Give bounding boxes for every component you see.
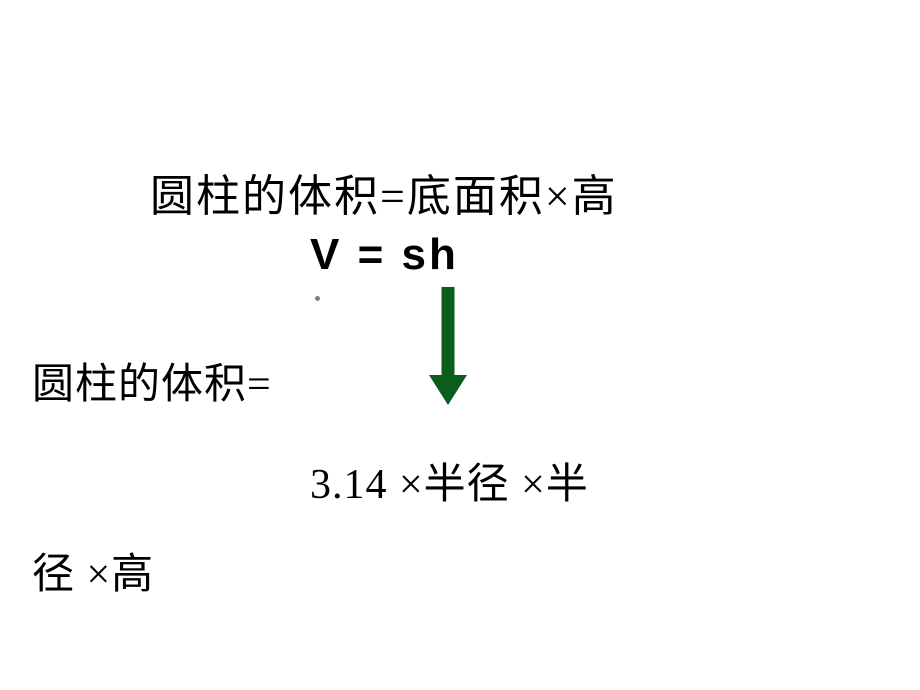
down-arrow-icon <box>423 283 473 413</box>
formula-expansion-line-1: 3.14 ×半径 ×半 <box>310 450 589 511</box>
formula-line-2-prefix: 圆柱的体积= <box>32 350 272 411</box>
formula-line-1: 圆柱的体积=底面积×高 <box>150 160 618 224</box>
decorative-dot <box>315 296 320 301</box>
formula-expansion-line-2: 径 ×高 <box>32 540 154 601</box>
formula-symbolic: V = sh <box>310 230 459 280</box>
